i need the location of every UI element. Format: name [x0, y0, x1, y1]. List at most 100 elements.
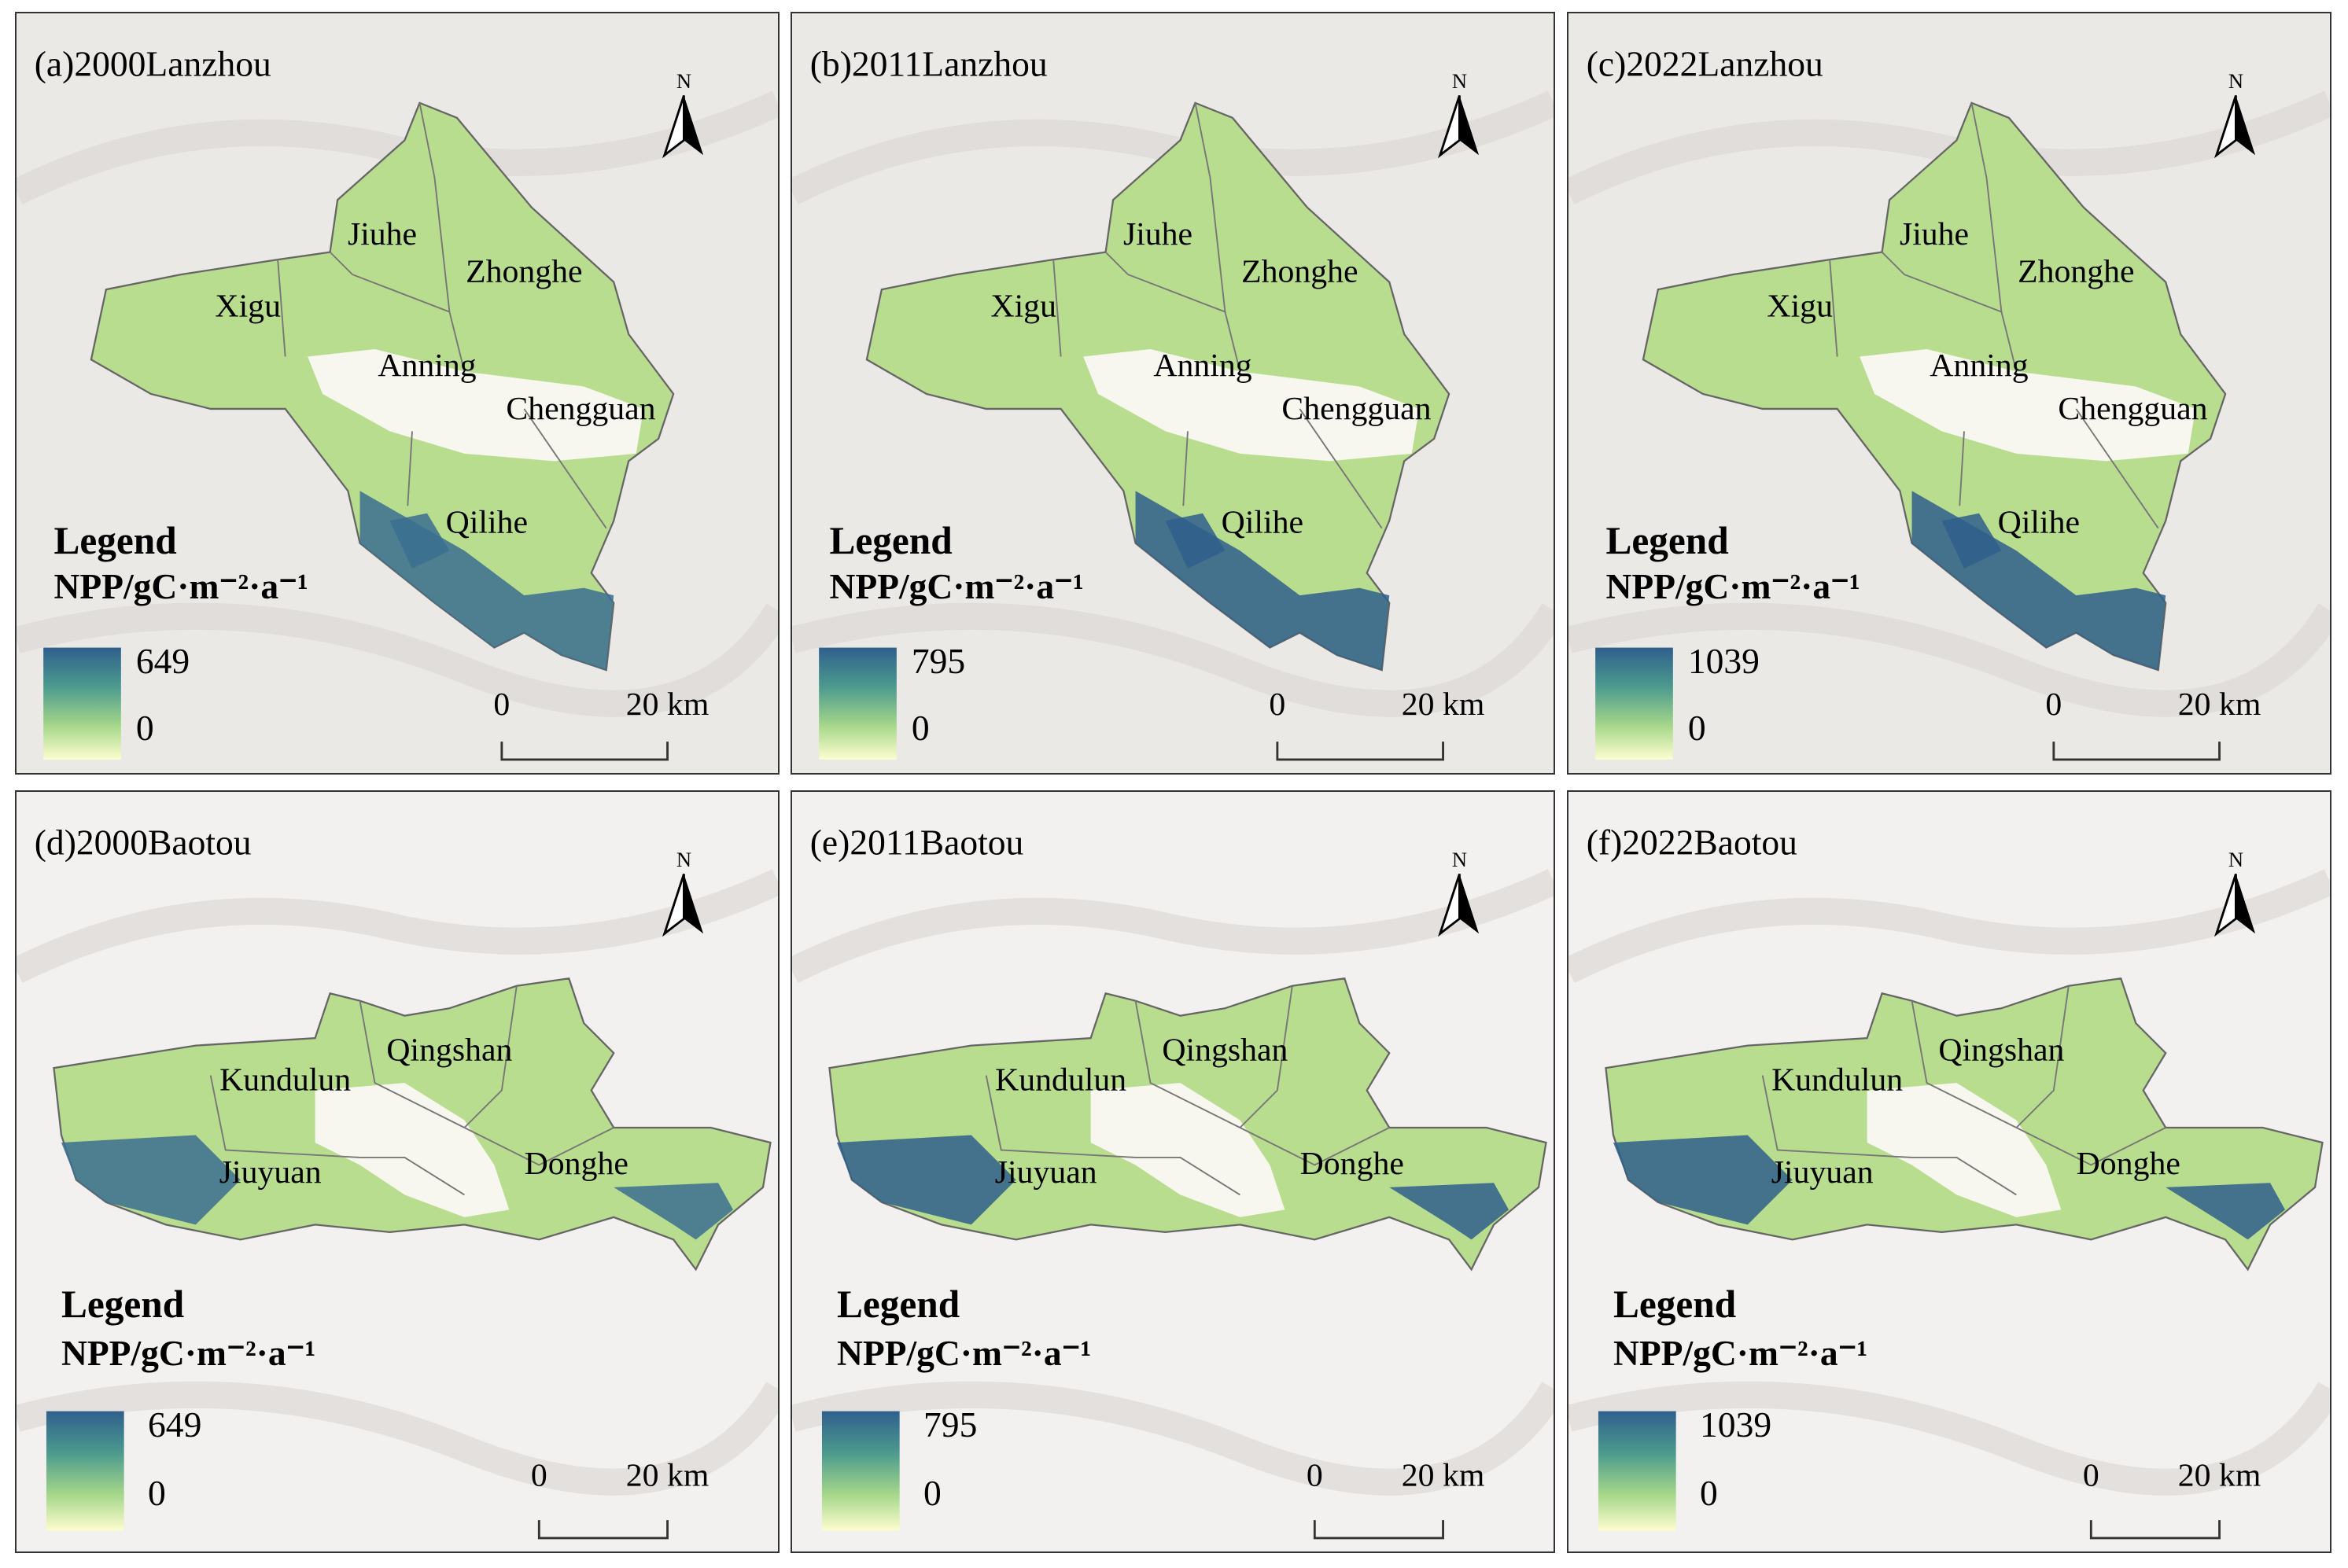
north-label: N: [2228, 848, 2243, 871]
district-label: Kundulun: [995, 1062, 1126, 1099]
district-label: Qilihe: [1998, 504, 2080, 540]
scale-end: 20 km: [2178, 686, 2261, 723]
scale-start: 0: [493, 686, 510, 723]
legend-color-bar: [821, 1411, 900, 1531]
scale-bar: [537, 1520, 669, 1540]
legend-color-bar: [46, 1411, 124, 1531]
district-label: Xigu: [990, 288, 1056, 324]
legend-max: 1039: [1688, 641, 1760, 681]
legend-max: 795: [923, 1404, 977, 1445]
north-arrow: [1459, 874, 1480, 934]
scale-end: 20 km: [626, 686, 710, 723]
panel-title: (b)2011Lanzhou: [810, 44, 1048, 84]
district-label: Jiuyuan: [1771, 1154, 1874, 1191]
district-border: [277, 259, 286, 357]
district-label: Donghe: [1300, 1146, 1404, 1182]
north-label: N: [676, 848, 691, 871]
high-npp-area: [389, 513, 450, 569]
map-panel: (d)2000Baotou N Qingshan Kundulun Jiuyuan Don…: [15, 790, 780, 1553]
legend-title: Legend: [829, 519, 952, 562]
legend-min: 0: [1700, 1473, 1718, 1513]
legend-unit: NPP/gC·m⁻²·a⁻¹: [829, 566, 1083, 606]
district-border: [1911, 1000, 2017, 1128]
urban-area: [308, 349, 644, 462]
district-border: [1239, 1127, 1390, 1166]
legend-color-bar: [819, 647, 897, 760]
district-label: Jiuhe: [348, 216, 417, 252]
panel-title: (e)2011Baotou: [810, 823, 1024, 863]
legend-min: 0: [136, 708, 154, 748]
panel-title: (d)2000Baotou: [35, 823, 252, 863]
urban-area: [1083, 349, 1420, 462]
scale-start: 0: [531, 1457, 547, 1493]
high-npp-area: [1613, 1135, 1793, 1225]
legend-title: Legend: [1605, 519, 1728, 562]
district-label: Anning: [378, 348, 476, 384]
district-border: [1052, 259, 1062, 357]
high-npp-area: [1389, 1183, 1509, 1240]
district-border: [1135, 1157, 1240, 1196]
north-label: N: [1452, 69, 1467, 93]
legend-color-bar: [1598, 1411, 1676, 1531]
district-label: Jiuhe: [1123, 216, 1192, 252]
terrain-ridge: [17, 869, 778, 1496]
district-border: [359, 1157, 465, 1196]
legend-min: 0: [1688, 708, 1706, 748]
district-label: Jiuyuan: [995, 1154, 1097, 1191]
high-npp-area: [614, 1183, 734, 1240]
district-border: [523, 408, 607, 529]
district-label: Jiuyuan: [219, 1154, 322, 1191]
north-arrow: [2236, 874, 2256, 934]
district-border: [1970, 102, 2003, 312]
district-border: [209, 1075, 360, 1158]
district-border: [1299, 408, 1383, 529]
scale-start: 0: [2083, 1457, 2099, 1493]
scale-start: 0: [1307, 1457, 1323, 1493]
district-border: [359, 1000, 465, 1128]
district-border: [1761, 1075, 1912, 1158]
urban-area: [1867, 1083, 2062, 1217]
legend-unit: NPP/gC·m⁻²·a⁻¹: [837, 1333, 1091, 1373]
district-border: [2075, 408, 2159, 529]
map-panel: (e)2011Baotou N Qingshan Kundulun Jiuyuan Don…: [791, 790, 1555, 1553]
district-label: Kundulun: [219, 1062, 351, 1099]
north-arrow: [2236, 95, 2256, 156]
district-border: [1182, 431, 1189, 506]
district-border: [1194, 102, 1226, 312]
panel-title: (f)2022Baotou: [1587, 823, 1797, 863]
district-label: Chengguan: [1281, 391, 1431, 427]
district-border: [1829, 259, 1838, 357]
north-arrow: [684, 95, 704, 156]
district-label: Qilihe: [446, 504, 528, 540]
legend-title: Legend: [1613, 1283, 1736, 1326]
urban-area: [1860, 349, 2196, 462]
district-label: Qingshan: [386, 1032, 512, 1069]
panel-title: (a)2000Lanzhou: [35, 44, 271, 84]
district-border: [2015, 1127, 2166, 1166]
district-label: Donghe: [525, 1146, 628, 1182]
scale-end: 20 km: [626, 1457, 710, 1493]
north-arrow: [684, 874, 704, 934]
legend-color-bar: [1595, 647, 1673, 760]
legend-unit: NPP/gC·m⁻²·a⁻¹: [1613, 1333, 1867, 1373]
district-border: [2015, 985, 2070, 1128]
district-label: Anning: [1153, 348, 1251, 384]
legend-min: 0: [148, 1473, 166, 1513]
scale-end: 20 km: [2178, 1457, 2261, 1493]
scale-bar: [1313, 1520, 1444, 1540]
terrain-ridge: [1568, 90, 2330, 717]
district-border: [1959, 431, 1965, 506]
district-border: [407, 431, 413, 506]
high-npp-area: [1165, 513, 1226, 569]
terrain-ridge: [1568, 869, 2330, 1496]
district-border: [1104, 251, 1241, 372]
district-label: Qingshan: [1938, 1032, 2064, 1069]
high-npp-area: [2166, 1183, 2286, 1240]
district-label: Qingshan: [1162, 1032, 1288, 1069]
north-label: N: [2228, 69, 2243, 93]
scale-end: 20 km: [1402, 686, 1485, 723]
map-panel: (a)2000Lanzhou N Jiuhe Zhonghe Xigu Anning Che…: [15, 12, 780, 775]
district-border: [985, 1075, 1136, 1158]
district-label: Anning: [1930, 348, 2028, 384]
legend-title: Legend: [61, 1283, 184, 1326]
